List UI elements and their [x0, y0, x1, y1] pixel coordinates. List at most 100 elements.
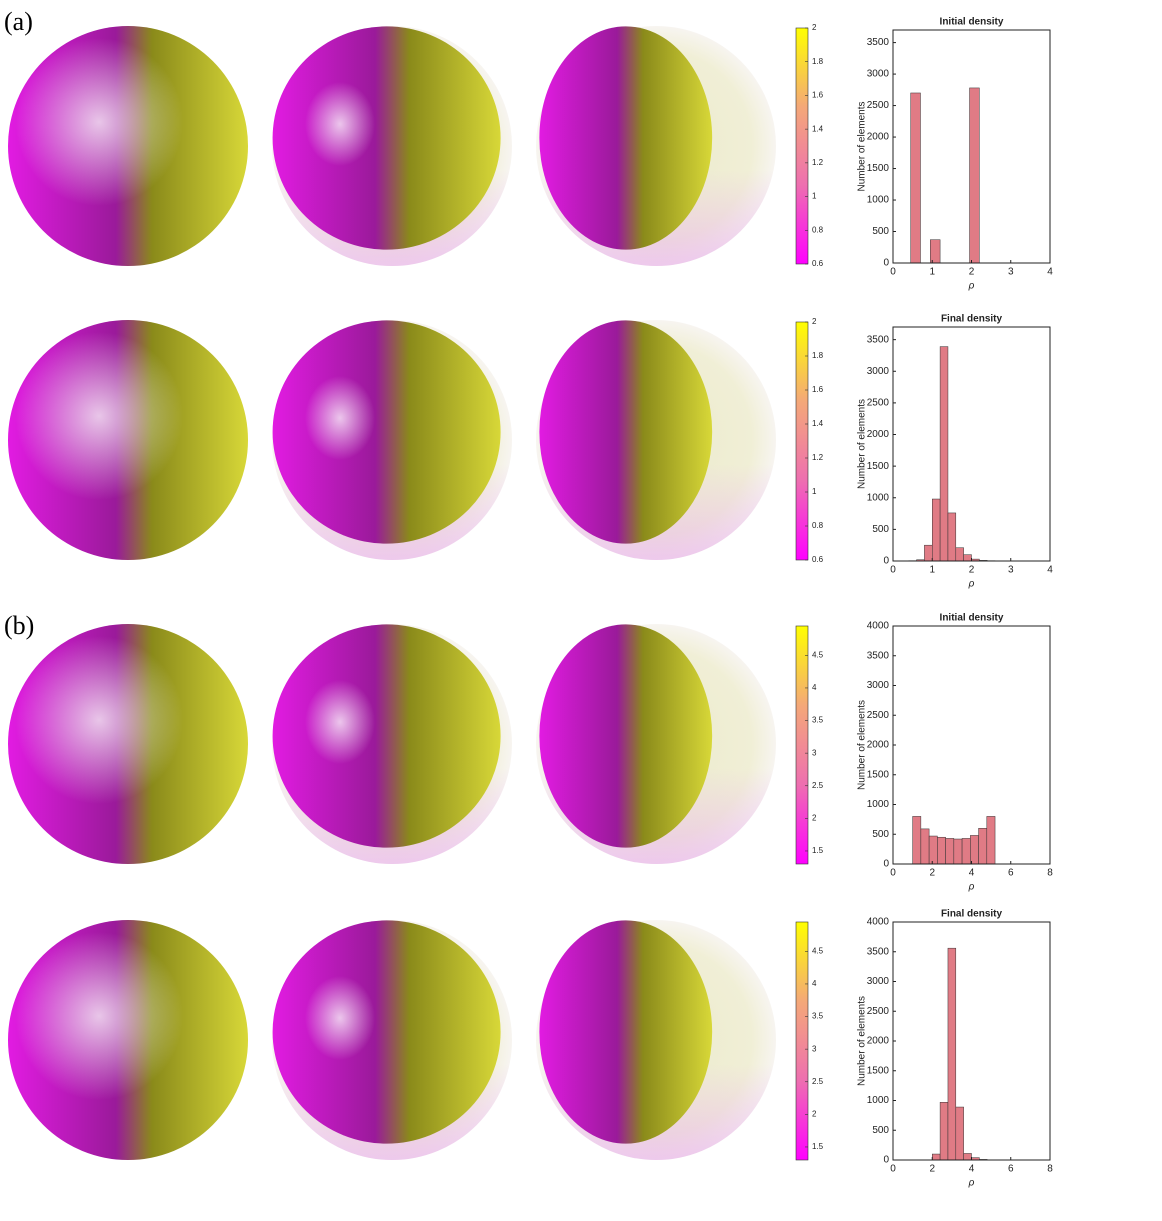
colorbar-tick-label: 1.6 [812, 91, 824, 100]
bar [947, 512, 957, 562]
colorbar-tick-label: 1.6 [812, 385, 824, 394]
y-tick-label: 500 [872, 226, 889, 237]
plot-area [893, 922, 1050, 1160]
y-tick-label: 0 [883, 556, 889, 567]
x-axis-label: ρ [968, 579, 975, 590]
colorbar-tick-label: 3.5 [812, 716, 824, 725]
chart-title: Initial density [940, 613, 1004, 624]
x-tick-label: 6 [1008, 868, 1014, 879]
y-tick-label: 500 [872, 524, 889, 535]
colorbar-tick-label: 4 [812, 683, 817, 692]
colorbar-tick-label: 2 [812, 1109, 817, 1118]
x-axis-label: ρ [968, 1178, 975, 1189]
colorbar-tick-label: 3 [812, 1044, 817, 1053]
x-tick-label: 3 [1008, 267, 1014, 278]
y-tick-label: 3500 [867, 946, 890, 957]
x-tick-label: 0 [890, 868, 896, 879]
bar [986, 816, 996, 865]
y-tick-label: 3500 [867, 650, 890, 661]
y-tick-label: 3000 [867, 69, 890, 80]
bar [953, 838, 963, 865]
sphere [8, 26, 248, 266]
x-axis-label: ρ [968, 281, 975, 292]
colorbar-tick-label: 1.5 [812, 1142, 824, 1151]
colorbar-tick-label: 1.2 [812, 158, 824, 167]
y-tick-label: 1000 [867, 195, 890, 206]
sphere-highlight [302, 370, 402, 490]
sphere-highlight [8, 320, 248, 560]
y-tick-label: 1500 [867, 163, 890, 174]
bar [955, 1106, 964, 1161]
y-tick-label: 3000 [867, 366, 890, 377]
y-tick-label: 0 [883, 859, 889, 870]
y-tick-label: 1000 [867, 799, 890, 810]
sphere-cut [539, 320, 713, 544]
y-tick-label: 4000 [867, 917, 890, 928]
colorbar-tick-label: 1.2 [812, 453, 824, 462]
sphere-highlight [302, 970, 402, 1090]
bar [912, 816, 922, 865]
sphere-highlight [8, 624, 248, 864]
y-tick-label: 2000 [867, 1036, 890, 1047]
x-tick-label: 4 [1047, 565, 1053, 576]
x-tick-label: 2 [929, 868, 935, 879]
sphere [272, 920, 512, 1160]
y-tick-label: 3500 [867, 334, 890, 345]
y-tick-label: 2500 [867, 100, 890, 111]
bar [928, 835, 938, 865]
colorbar-tick-label: 2.5 [812, 781, 824, 790]
bar [924, 544, 933, 562]
sphere [8, 320, 248, 560]
colorbar-tick-label: 3.5 [812, 1012, 824, 1021]
y-tick-label: 1500 [867, 461, 890, 472]
sphere [272, 320, 512, 560]
x-tick-label: 1 [929, 565, 935, 576]
y-tick-label: 1000 [867, 1095, 890, 1106]
bar [939, 346, 949, 562]
y-axis-label: Number of elements [857, 996, 868, 1086]
colorbar-tick-label: 0.6 [812, 259, 824, 268]
sphere-highlight [302, 674, 402, 794]
y-axis-label: Number of elements [857, 101, 868, 191]
colorbar-tick-label: 1.4 [812, 124, 824, 133]
panel-label: (b) [4, 611, 34, 640]
bar [961, 838, 971, 865]
x-tick-label: 2 [929, 1164, 935, 1175]
y-tick-label: 3500 [867, 37, 890, 48]
x-tick-label: 8 [1047, 1164, 1053, 1175]
x-tick-label: 6 [1008, 1164, 1014, 1175]
x-axis-label: ρ [968, 882, 975, 893]
y-tick-label: 4000 [867, 621, 890, 632]
x-tick-label: 0 [890, 1164, 896, 1175]
bar [920, 828, 930, 865]
chart-title: Final density [941, 909, 1003, 920]
colorbar-tick-label: 0.8 [812, 225, 824, 234]
y-axis-label: Number of elements [857, 399, 868, 489]
y-tick-label: 1000 [867, 492, 890, 503]
colorbar [795, 921, 809, 1161]
bar [978, 828, 988, 865]
sphere-cut [539, 26, 713, 250]
colorbar-tick-label: 1.8 [812, 57, 824, 66]
x-tick-label: 0 [890, 267, 896, 278]
sphere-cut [539, 920, 713, 1144]
y-tick-label: 2000 [867, 740, 890, 751]
bar [969, 87, 980, 264]
colorbar [795, 27, 809, 265]
x-tick-label: 4 [969, 1164, 975, 1175]
bar [939, 1102, 949, 1161]
x-tick-label: 8 [1047, 868, 1053, 879]
bar [945, 838, 955, 865]
y-tick-label: 3000 [867, 680, 890, 691]
colorbar-tick-label: 0.6 [812, 555, 824, 564]
sphere [272, 26, 512, 266]
y-tick-label: 3000 [867, 976, 890, 987]
y-tick-label: 2500 [867, 1006, 890, 1017]
chart-title: Final density [941, 314, 1003, 325]
sphere [536, 320, 776, 560]
y-tick-label: 1500 [867, 769, 890, 780]
bar [932, 1153, 941, 1161]
bar [963, 1153, 972, 1161]
sphere [8, 624, 248, 864]
sphere [536, 26, 776, 266]
